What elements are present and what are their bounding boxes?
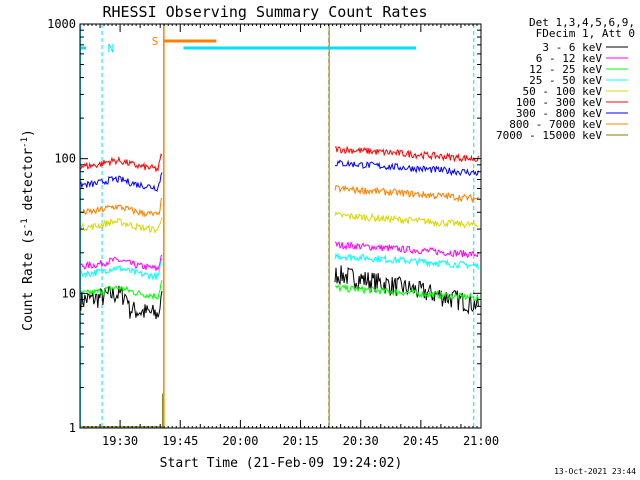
y-tick-label: 1000 bbox=[47, 17, 76, 31]
x-tick-label: 20:30 bbox=[343, 434, 379, 448]
series-line-b-0 bbox=[334, 265, 479, 315]
series-line-2 bbox=[80, 279, 163, 301]
series-line-b-2 bbox=[334, 283, 479, 302]
series-line-b-4 bbox=[334, 210, 479, 229]
generation-timestamp: 13-Oct-2021 23:44 bbox=[554, 467, 636, 476]
series-line-1 bbox=[80, 254, 163, 272]
x-axis-label: Start Time (21-Feb-09 19:24:02) bbox=[160, 456, 403, 471]
legend-entry: 100 - 300 keV bbox=[516, 96, 602, 109]
series-line-b-7 bbox=[334, 184, 479, 204]
series-line-4 bbox=[80, 217, 163, 235]
legend-entry: 50 - 100 keV bbox=[523, 85, 603, 98]
chart-title: RHESSI Observing Summary Count Rates bbox=[102, 3, 427, 21]
series-line-7 bbox=[80, 197, 163, 218]
y-axis-label: Count Rate (s-1 detector-1) bbox=[20, 129, 36, 331]
y-tick-label: 10 bbox=[62, 286, 76, 300]
series-line-5 bbox=[80, 153, 163, 173]
series-line-6 bbox=[80, 172, 163, 192]
legend-entry: 7000 - 15000 keV bbox=[496, 129, 602, 142]
legend-entry: 6 - 12 keV bbox=[536, 52, 603, 65]
x-tick-label: 19:45 bbox=[162, 434, 198, 448]
series-line-b-6 bbox=[334, 159, 479, 177]
flag-label-N: N bbox=[108, 42, 115, 55]
legend-header: Det 1,3,4,5,6,9, bbox=[529, 16, 635, 29]
series-line-b-3 bbox=[334, 252, 479, 270]
axis-layer: 1 10 100 1000 19:30 19:45 20:00 20:15 20:30 20:45… bbox=[47, 17, 499, 448]
legend: Det 1,3,4,5,6,9,FDecim 1, Att 03 - 6 keV… bbox=[496, 16, 635, 142]
y-tick-label: 100 bbox=[54, 152, 76, 166]
series-line-b-5 bbox=[334, 145, 479, 163]
legend-entry: 300 - 800 keV bbox=[516, 107, 602, 120]
legend-entry: 25 - 50 keV bbox=[529, 74, 602, 87]
flag-label-S: S bbox=[152, 35, 159, 48]
legend-header: FDecim 1, Att 0 bbox=[536, 27, 635, 40]
x-tick-label: 20:00 bbox=[222, 434, 258, 448]
x-tick-label: 21:00 bbox=[463, 434, 499, 448]
data-layer bbox=[80, 145, 479, 428]
series-line-b-1 bbox=[334, 241, 479, 259]
legend-entry: 800 - 7000 keV bbox=[509, 118, 602, 131]
series-line-3 bbox=[80, 257, 163, 282]
legend-entry: 3 - 6 keV bbox=[542, 41, 602, 54]
x-tick-label: 19:30 bbox=[102, 434, 138, 448]
x-tick-label: 20:15 bbox=[282, 434, 318, 448]
series-line-0 bbox=[80, 285, 163, 320]
x-tick-label: 20:45 bbox=[403, 434, 439, 448]
legend-entry: 12 - 25 keV bbox=[529, 63, 602, 76]
y-tick-label: 1 bbox=[69, 421, 76, 435]
